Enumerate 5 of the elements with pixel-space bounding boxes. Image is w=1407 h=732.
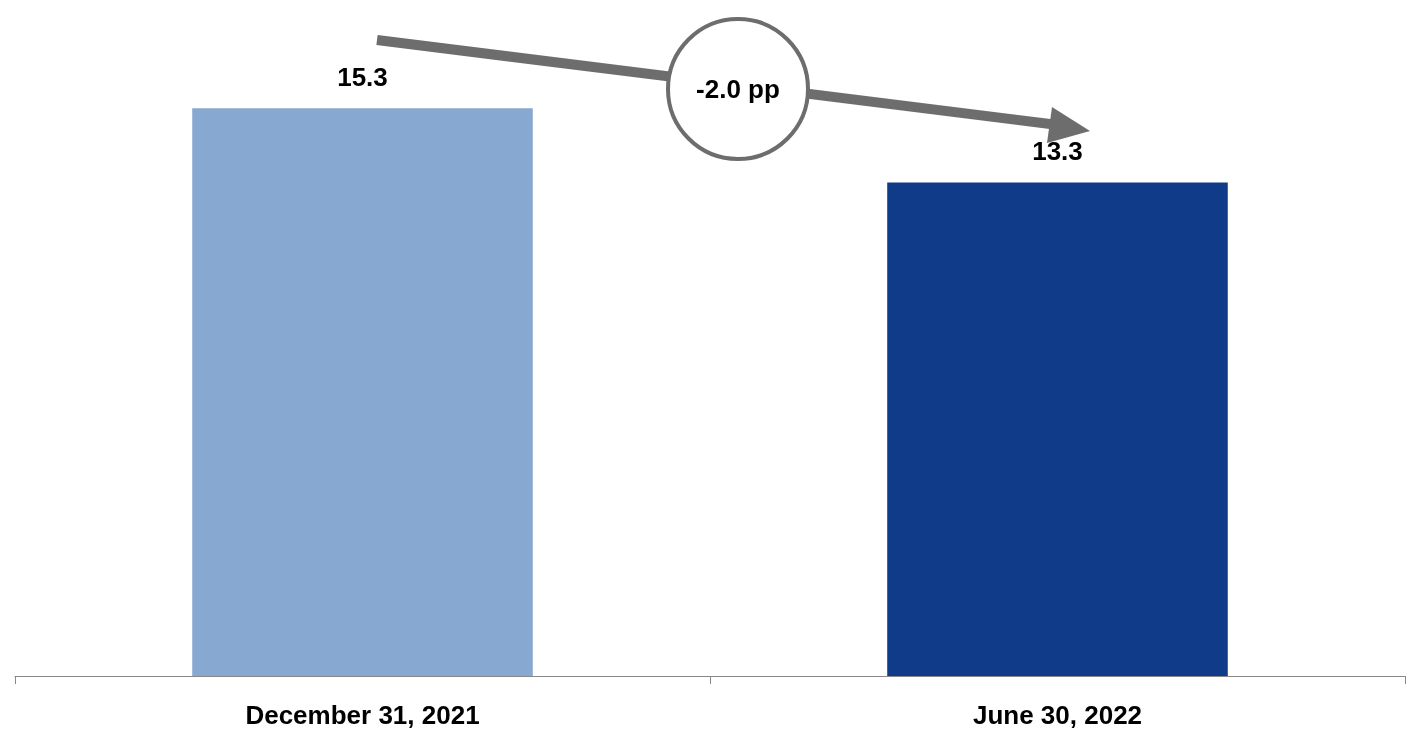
x-tick-label: December 31, 2021 [245,700,480,730]
data-label: 13.3 [1032,136,1083,167]
data-label: 15.3 [337,62,388,93]
x-tick-label: June 30, 2022 [972,700,1143,730]
text: -2.0 pp [696,73,780,105]
